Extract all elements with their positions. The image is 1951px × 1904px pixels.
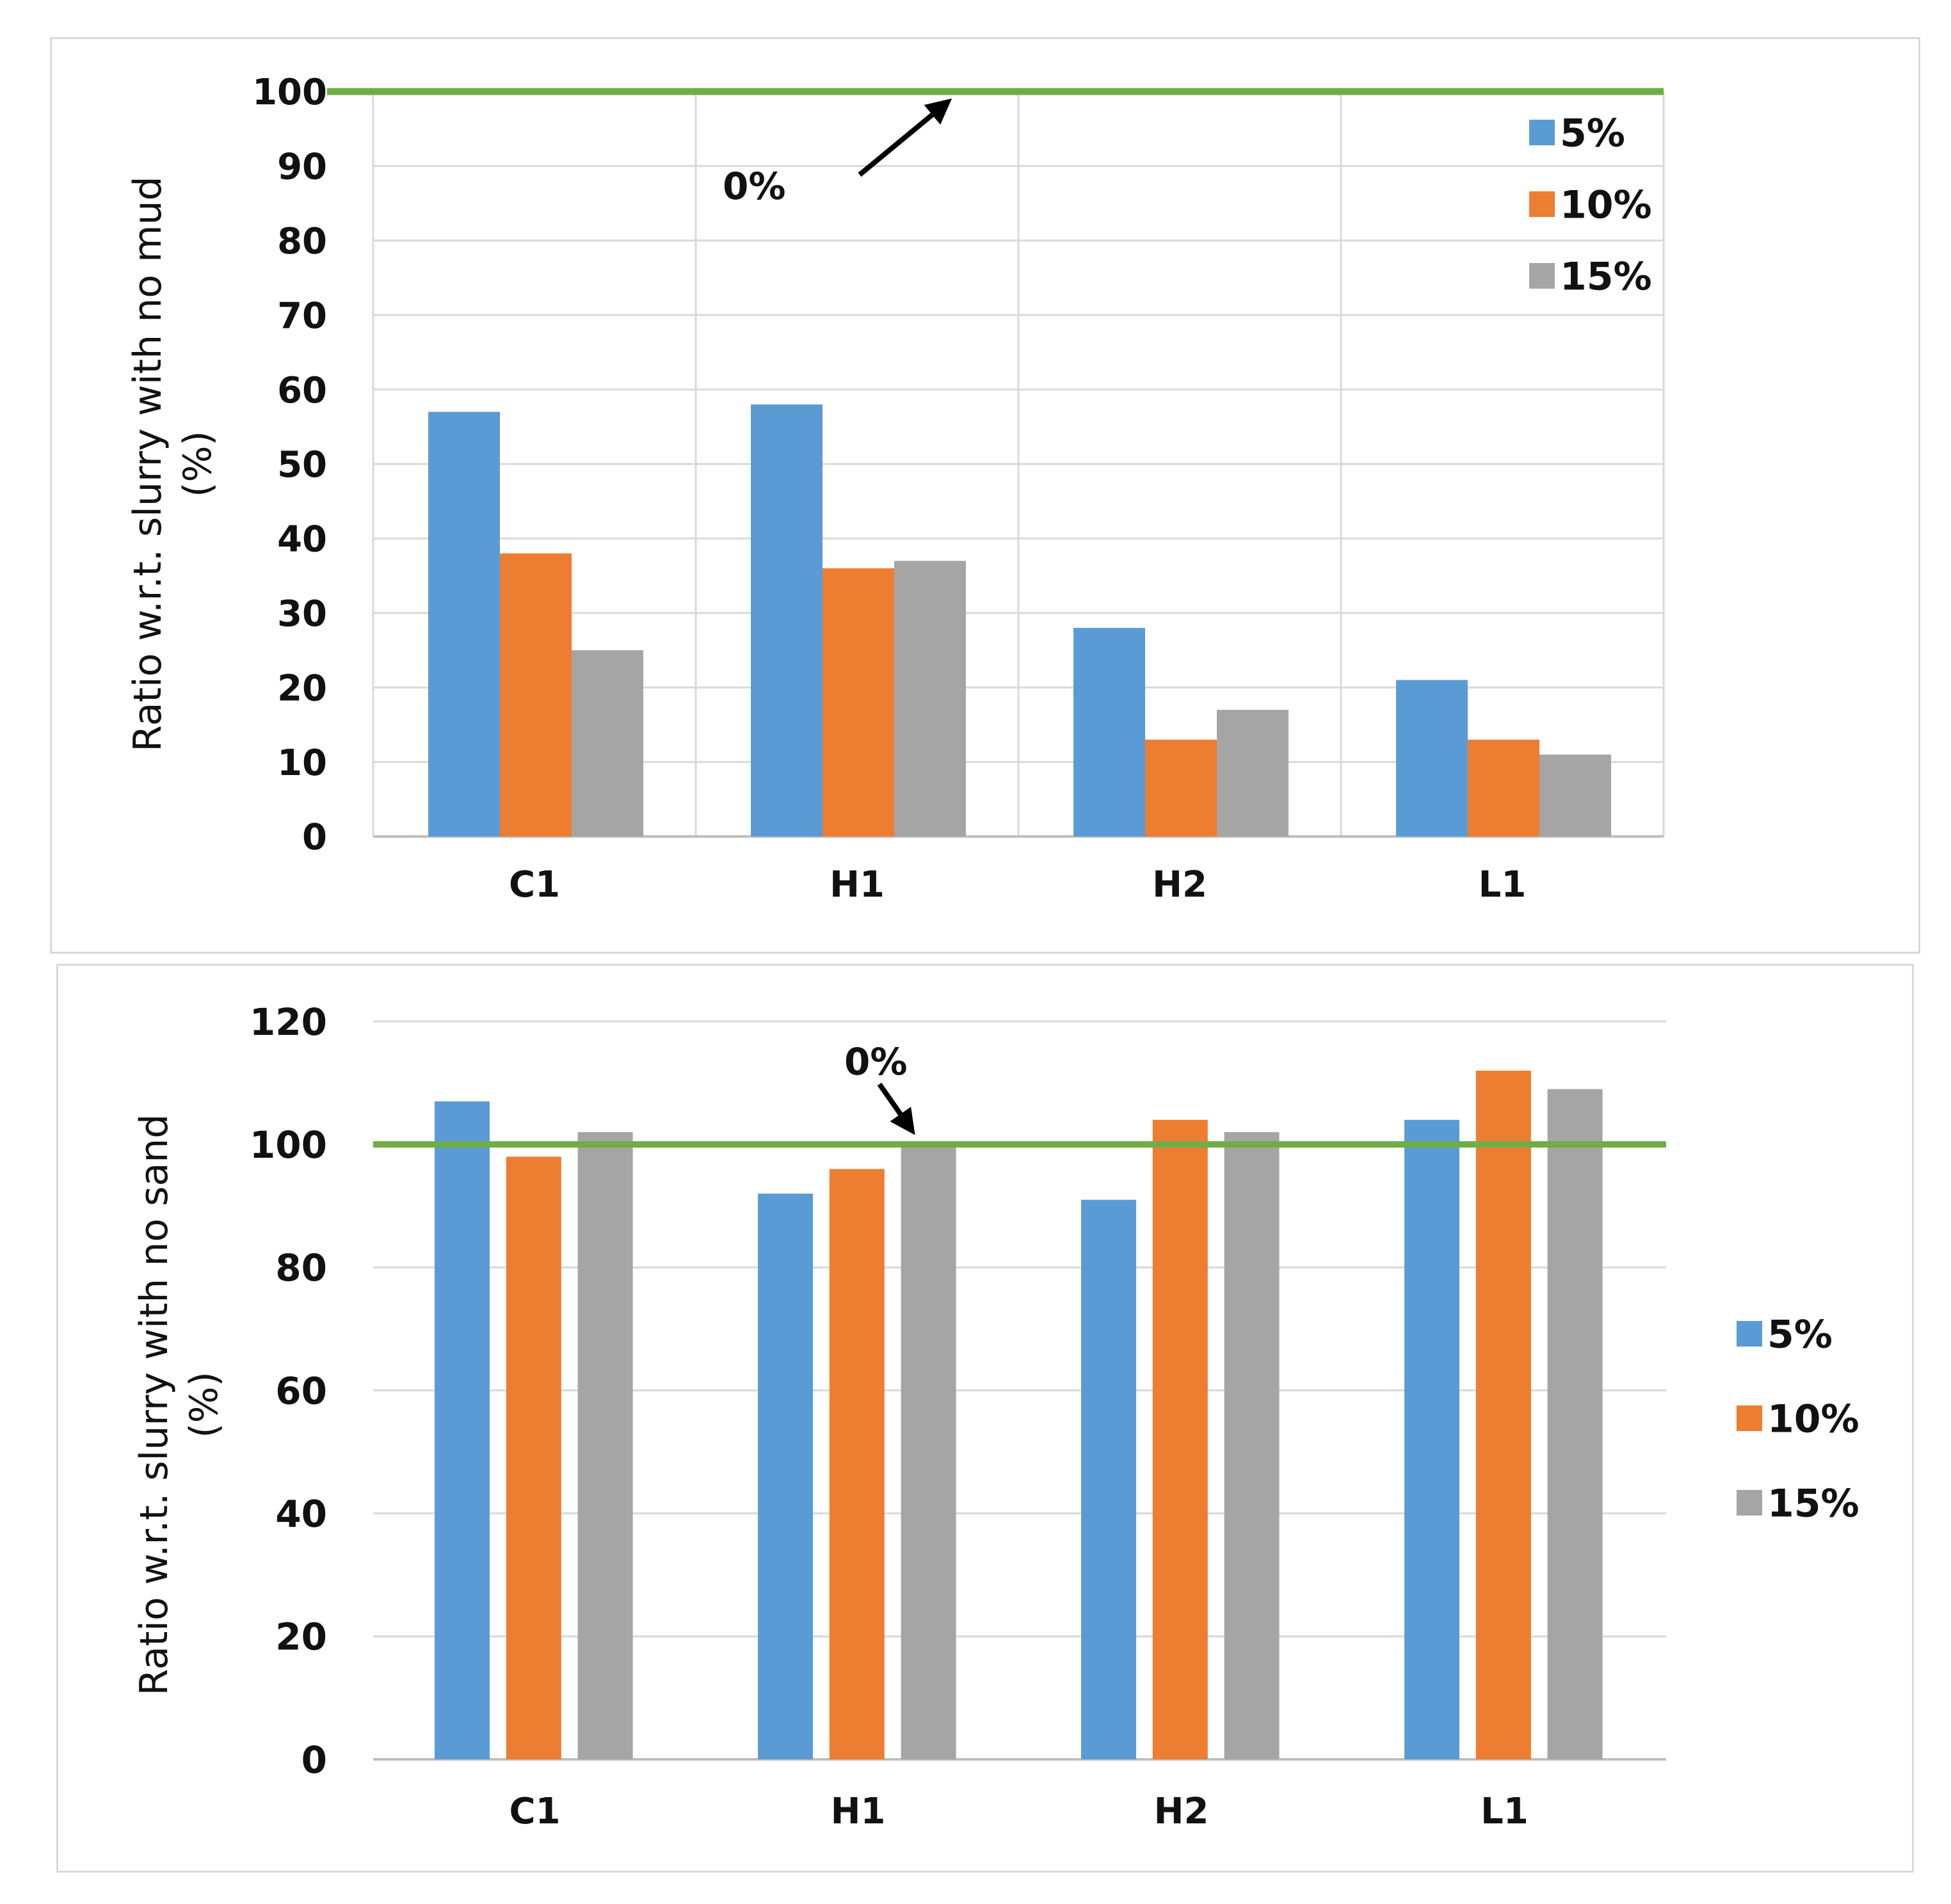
bar-h1-15pct xyxy=(901,1144,956,1759)
chart-panel-sand: 0 20 40 60 80 100 120 C1 H1 H2 L1 0% Ratio w.r.t. sl… xyxy=(56,964,1914,1873)
x-category-label: C1 xyxy=(509,864,560,906)
y-tick-label: 100 xyxy=(250,1123,327,1167)
y-tick-label: 70 xyxy=(277,295,327,337)
legend-label: 15% xyxy=(1560,255,1652,300)
legend-swatch xyxy=(1529,120,1555,145)
annotation-0pct: 0% xyxy=(723,164,785,208)
x-category-label: H2 xyxy=(1152,864,1207,906)
bar-l1-10pct xyxy=(1475,1070,1531,1759)
y-tick-label: 20 xyxy=(275,1615,327,1659)
y-tick-label: 60 xyxy=(277,370,327,412)
y-tick-label: 0 xyxy=(301,1738,327,1782)
bar-c1-10pct xyxy=(506,1156,561,1759)
x-category-label: H1 xyxy=(831,1791,886,1832)
x-category-label: H1 xyxy=(830,864,885,906)
bar-h2-10pct xyxy=(1152,1119,1208,1759)
chart-mud: 0 10 20 30 40 50 60 70 80 90 100 C1 H1 H2 L1 0% Ratio w.… xyxy=(125,72,1665,906)
legend-swatch xyxy=(1529,263,1555,289)
y-tick-label: 40 xyxy=(275,1492,327,1536)
legend-label: 5% xyxy=(1560,111,1625,156)
y-axis-label-line1: Ratio w.r.t. slurry with no sand xyxy=(132,1114,177,1696)
bar-c1-15pct xyxy=(572,650,643,836)
bar-h1-10pct xyxy=(829,1169,885,1759)
y-axis-label-line1: Ratio w.r.t. slurry with no mud xyxy=(125,176,170,751)
bar-h2-5pct xyxy=(1073,628,1145,836)
legend-swatch xyxy=(1737,1405,1762,1431)
bar-l1-10pct xyxy=(1468,739,1539,836)
bar-c1-5pct xyxy=(435,1101,490,1759)
bar-h1-5pct xyxy=(751,404,823,836)
y-tick-label: 100 xyxy=(252,72,327,113)
x-category-label: L1 xyxy=(1481,1791,1529,1832)
legend-swatch xyxy=(1737,1490,1762,1516)
y-axis-label-line2: (%) xyxy=(182,1372,227,1438)
y-tick-label: 90 xyxy=(277,147,327,188)
bar-h1-15pct xyxy=(894,561,966,836)
bar-c1-15pct xyxy=(577,1132,633,1759)
annotation-arrow xyxy=(858,98,952,177)
y-axis-label: Ratio w.r.t. slurry with no sand (%) xyxy=(132,1114,227,1696)
legend-label: 10% xyxy=(1560,183,1652,228)
bar-l1-5pct xyxy=(1404,1119,1459,1759)
y-tick-label: 30 xyxy=(277,593,327,635)
y-tick-label: 120 xyxy=(250,1000,327,1044)
legend-swatch xyxy=(1529,191,1555,217)
legend-label: 5% xyxy=(1767,1313,1833,1357)
bar-h1-10pct xyxy=(823,568,894,836)
bar-l1-5pct xyxy=(1396,680,1468,836)
bar-h1-5pct xyxy=(758,1194,813,1759)
y-tick-label: 40 xyxy=(277,519,327,561)
bar-h2-10pct xyxy=(1145,739,1217,836)
bar-l1-15pct xyxy=(1539,754,1611,836)
annotation-0pct: 0% xyxy=(844,1040,907,1084)
y-tick-label: 20 xyxy=(277,668,327,709)
y-tick-label: 60 xyxy=(275,1369,327,1412)
bar-c1-5pct xyxy=(428,412,500,836)
x-category-label: C1 xyxy=(509,1791,560,1832)
legend-label: 10% xyxy=(1767,1397,1859,1442)
chart-panel-mud: 0 10 20 30 40 50 60 70 80 90 100 C1 H1 H2 L1 0% Ratio w.… xyxy=(50,37,1920,954)
legend-label: 15% xyxy=(1767,1482,1859,1526)
y-tick-label: 0 xyxy=(302,817,327,858)
y-axis-label: Ratio w.r.t. slurry with no mud (%) xyxy=(125,176,220,751)
bar-h2-5pct xyxy=(1081,1199,1136,1759)
y-tick-label: 80 xyxy=(275,1246,327,1290)
annotation-arrow xyxy=(877,1082,915,1135)
x-category-label: H2 xyxy=(1154,1791,1209,1832)
bar-l1-15pct xyxy=(1547,1089,1603,1759)
x-category-label: L1 xyxy=(1479,864,1527,906)
y-axis-label-line2: (%) xyxy=(175,431,220,497)
bar-c1-10pct xyxy=(500,553,572,836)
bar-h2-15pct xyxy=(1217,710,1289,836)
y-tick-label: 80 xyxy=(277,221,327,262)
bar-h2-15pct xyxy=(1224,1132,1280,1759)
y-tick-label: 10 xyxy=(277,742,327,784)
chart-sand: 0 20 40 60 80 100 120 C1 H1 H2 L1 0% Ratio w.r.t. sl… xyxy=(132,1000,1859,1832)
legend-swatch xyxy=(1737,1321,1762,1347)
y-tick-label: 50 xyxy=(277,444,327,486)
